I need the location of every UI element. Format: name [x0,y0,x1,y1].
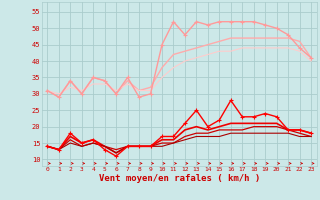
X-axis label: Vent moyen/en rafales ( km/h ): Vent moyen/en rafales ( km/h ) [99,174,260,183]
